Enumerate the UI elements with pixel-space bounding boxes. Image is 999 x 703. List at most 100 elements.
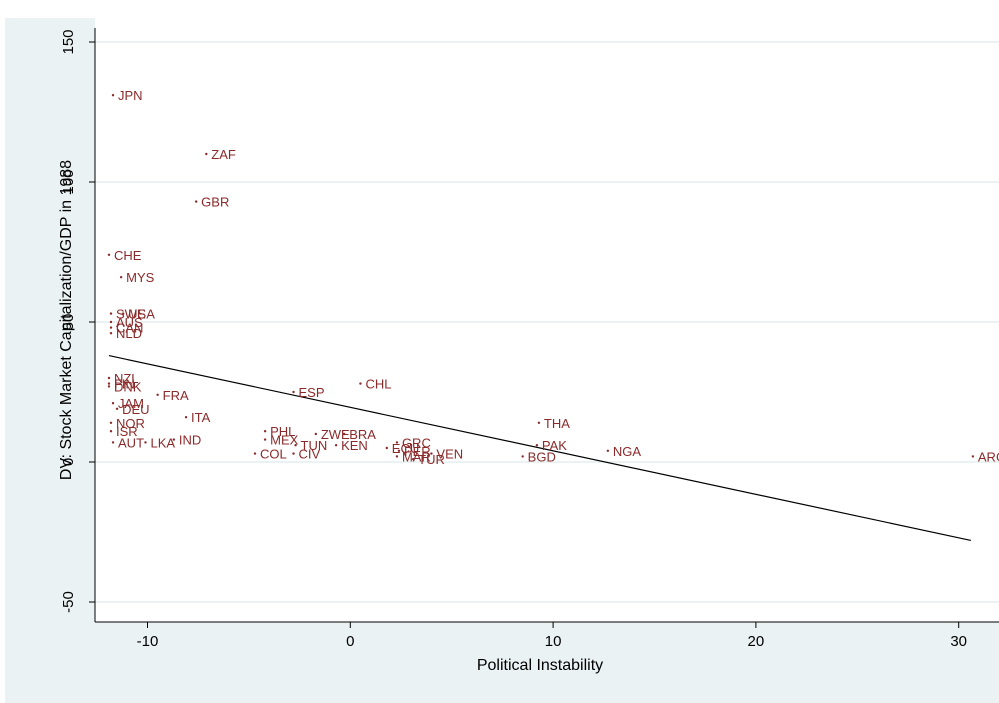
data-point <box>395 441 399 444</box>
data-point-label: PHL <box>270 424 295 439</box>
data-point-label: DEU <box>122 402 149 417</box>
y-tick-label: 150 <box>60 29 77 54</box>
data-point <box>343 432 346 436</box>
data-point <box>334 444 338 447</box>
data-point-label: LKA <box>150 435 175 450</box>
data-point-label: ECU <box>392 441 419 456</box>
data-point <box>109 326 113 329</box>
data-point <box>184 416 188 419</box>
data-point-label: NZL <box>114 371 139 386</box>
data-point <box>292 452 295 455</box>
data-point <box>430 452 433 455</box>
data-point-label: MYS <box>126 270 155 285</box>
fit-line <box>108 355 971 541</box>
data-point-label: GBR <box>201 195 229 210</box>
data-point <box>172 438 176 441</box>
data-point-label: USA <box>128 307 155 322</box>
data-point-label: GRC <box>402 435 431 450</box>
data-point-label: PAK <box>542 438 567 453</box>
data-point <box>107 253 111 256</box>
plot-area <box>95 18 999 622</box>
data-point <box>109 421 113 424</box>
data-point <box>971 455 975 458</box>
y-tick-label: 100 <box>60 169 77 194</box>
y-axis-title: DV: Stock Market Capitalization/GDP in 1… <box>58 160 75 480</box>
data-point-label: SWE <box>116 307 146 322</box>
x-tick-label: 30 <box>950 633 967 650</box>
data-point <box>521 455 524 458</box>
data-point-label: JAM <box>118 396 144 411</box>
data-point <box>119 276 123 279</box>
data-point <box>121 312 125 315</box>
data-point <box>395 455 399 458</box>
x-tick-label: -10 <box>137 633 159 650</box>
data-point-label: MEX <box>270 433 299 448</box>
data-point <box>292 390 295 394</box>
data-point-label: NLD <box>116 326 142 341</box>
data-point <box>115 407 119 410</box>
data-point-label: TUR <box>418 452 445 467</box>
data-point <box>144 441 147 444</box>
data-point-label: ITA <box>191 410 211 425</box>
data-point <box>194 200 198 203</box>
data-point-label: ARG <box>978 449 999 464</box>
data-point <box>294 444 297 447</box>
y-tick-label: -50 <box>60 591 77 613</box>
data-point-label: AUS <box>116 315 143 330</box>
y-tick-label: 50 <box>60 314 77 331</box>
data-point-label: CHL <box>365 377 391 392</box>
data-point <box>263 430 267 433</box>
data-point <box>109 312 113 315</box>
data-point-label: FIN <box>114 377 135 392</box>
data-point-label: KEN <box>341 438 368 453</box>
data-point-label: BRA <box>349 427 376 442</box>
data-point <box>606 449 610 452</box>
data-point <box>107 382 111 385</box>
data-point <box>411 458 415 461</box>
data-point-label: CHE <box>114 248 142 263</box>
data-point <box>385 446 389 450</box>
data-point-label: IND <box>179 433 201 448</box>
data-point <box>397 449 401 452</box>
data-point-label: CAN <box>116 321 143 336</box>
data-point-label: ISR <box>116 424 138 439</box>
gridlines <box>95 41 999 603</box>
top-white-strip <box>450 0 999 18</box>
data-point <box>359 382 362 385</box>
data-point <box>107 376 111 380</box>
data-point-label: ZWE <box>321 427 350 442</box>
data-point-label: ESP <box>299 385 325 400</box>
data-point <box>156 393 159 396</box>
data-point <box>205 152 208 156</box>
data-point-label: PER <box>404 444 431 459</box>
data-point-label: TUN <box>301 438 328 453</box>
data-point-label: ZAF <box>211 147 236 162</box>
data-point-label: JPN <box>118 88 143 103</box>
data-point <box>109 320 113 324</box>
data-point <box>535 444 539 447</box>
data-point <box>111 441 115 444</box>
data-point-label: FRA <box>163 388 189 403</box>
data-point-label: COL <box>260 447 287 462</box>
data-point-label: NOR <box>116 416 145 431</box>
data-point <box>107 385 111 388</box>
x-tick-label: 20 <box>748 633 765 650</box>
data-point-label: AUT <box>118 435 144 450</box>
data-point-label: VEN <box>436 447 463 462</box>
data-point <box>109 430 113 433</box>
data-point <box>111 402 115 405</box>
data-point-label: DNK <box>114 379 142 394</box>
data-point <box>263 438 267 441</box>
data-point-label: MAR <box>402 449 431 464</box>
x-tick-label: 0 <box>346 633 354 650</box>
data-point-label: CIV <box>299 447 321 462</box>
axes: -50 0 50 100 150 -10 0 10 20 30 <box>60 28 999 650</box>
data-point-label: THA <box>544 416 570 431</box>
data-point <box>253 452 257 455</box>
data-point <box>109 332 113 335</box>
data-point <box>537 421 541 424</box>
data-point <box>111 94 115 97</box>
